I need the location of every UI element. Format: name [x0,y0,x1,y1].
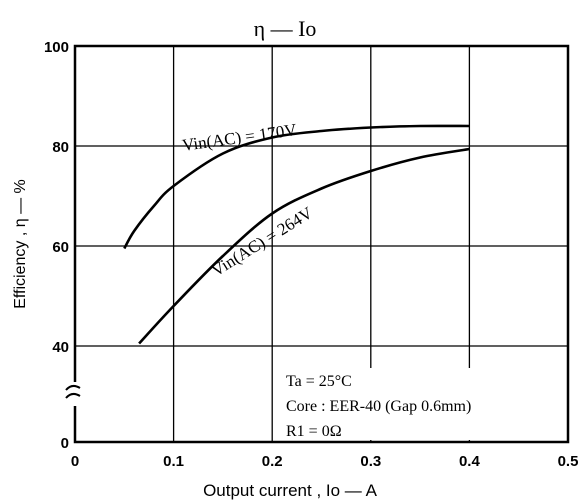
y-tick-label: 60 [52,239,69,256]
x-tick-label: 0.2 [262,453,283,470]
y-axis-label: Efficiency , η — % [12,179,29,309]
x-tick-label: 0.3 [360,453,381,470]
x-tick-label: 0.5 [558,453,579,470]
y-tick-label: 100 [44,39,69,56]
series-label-264v: Vin(AC) = 264V [208,203,316,281]
x-axis-ticks: 0 0.1 0.2 0.3 0.4 0.5 [71,453,579,470]
annotation-core: Core : EER-40 (Gap 0.6mm) [286,398,471,415]
series-line-264v [138,147,470,345]
x-tick-label: 0.4 [459,453,481,470]
annotation-ta: Ta = 25°C [286,373,352,390]
x-tick-label: 0.1 [163,453,184,470]
series-label-170v: Vin(AC) = 170V [181,120,299,155]
y-axis-break [65,382,84,406]
y-tick-label: 0 [61,435,69,452]
data-series [123,124,470,345]
y-tick-label: 40 [52,339,69,356]
x-axis-label: Output current , Io — A [203,481,378,500]
y-tick-label: 80 [52,139,69,156]
grid-lines [75,46,568,442]
plot-frame [73,44,570,444]
annotation-r1: R1 = 0Ω [286,423,342,440]
x-tick-label: 0 [71,453,79,470]
y-axis-ticks: 0 40 60 80 100 [44,39,69,452]
conditions-box: Ta = 25°C Core : EER-40 (Gap 0.6mm) R1 =… [283,368,566,440]
series-line-170v [123,124,470,250]
chart-title: η — Io [254,16,317,41]
